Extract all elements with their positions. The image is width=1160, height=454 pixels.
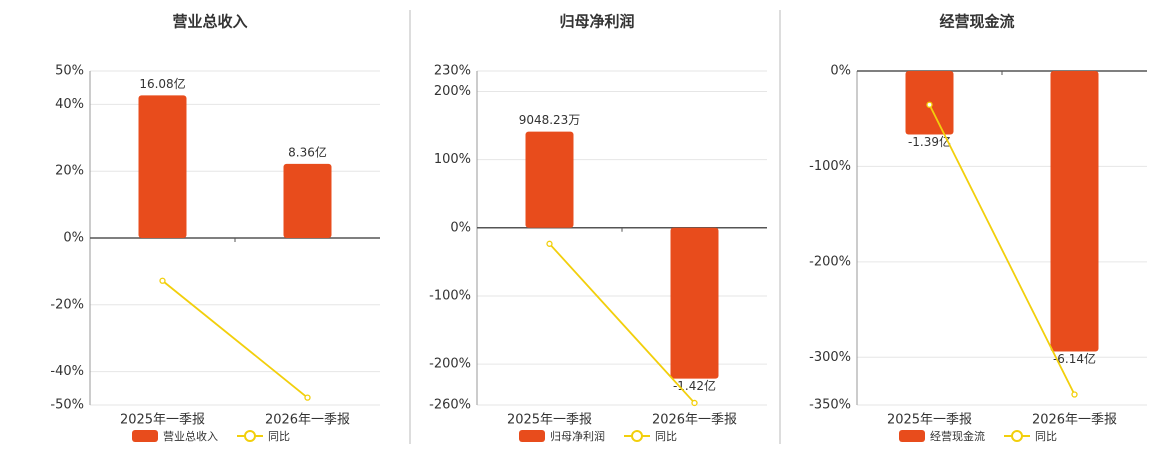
line [928, 104, 1076, 395]
legend-swatch [132, 430, 158, 442]
value-label: -1.39亿 [908, 134, 951, 149]
y-tick-label: 230% [434, 64, 471, 79]
legend-label: 归母净利润 [550, 429, 605, 443]
legend-point [1011, 430, 1023, 442]
y-tick-label: 20% [55, 164, 84, 179]
y-tick-label: -100% [429, 288, 471, 303]
legend-label: 营业总收入 [163, 429, 218, 443]
x-tick-label: 2025年一季报 [507, 413, 592, 428]
y-tick-label: 200% [434, 84, 471, 99]
y-tick-label: 50% [55, 64, 84, 79]
y-tick-label: -40% [50, 364, 84, 379]
value-label: 9048.23万 [519, 113, 581, 127]
y-tick-label: -200% [429, 357, 471, 372]
x-tick-label: 2026年一季报 [1032, 413, 1117, 428]
value-label: -6.14亿 [1053, 351, 1096, 366]
legend-label: 同比 [655, 430, 677, 443]
value-label: 16.08亿 [139, 76, 185, 91]
legend-label: 同比 [1035, 430, 1057, 443]
legend-swatch [899, 430, 925, 442]
y-tick-label: -200% [809, 254, 851, 269]
legend-point [631, 430, 643, 442]
x-tick-label: 2026年一季报 [652, 413, 737, 428]
y-tick-label: -100% [809, 159, 851, 174]
x-tick-label: 2025年一季报 [887, 413, 972, 428]
y-tick-label: 40% [55, 97, 84, 112]
point [159, 277, 166, 284]
legend-swatch [519, 430, 545, 442]
y-tick-label: 0% [450, 220, 471, 235]
y-tick-label: -300% [809, 350, 851, 365]
point [926, 101, 933, 108]
y-tick-label: 0% [830, 64, 851, 79]
bar [1050, 71, 1099, 352]
point [691, 399, 698, 407]
y-tick-label: 100% [434, 152, 471, 167]
bar [138, 95, 187, 238]
line [161, 280, 309, 399]
chart-title: 经营现金流 [939, 13, 1014, 31]
value-label: 8.36亿 [288, 144, 327, 159]
chart-title: 营业总收入 [172, 13, 247, 31]
y-tick-label: 0% [63, 231, 84, 246]
point [546, 240, 553, 247]
point [304, 394, 311, 401]
point [1071, 391, 1078, 398]
bar [670, 227, 719, 379]
y-tick-label: -20% [50, 297, 84, 312]
x-tick-label: 2025年一季报 [120, 413, 205, 428]
legend-point [244, 430, 256, 442]
x-tick-label: 2026年一季报 [265, 413, 350, 428]
legend-label: 同比 [268, 430, 290, 443]
bar [283, 163, 332, 238]
chart-title: 归母净利润 [559, 13, 634, 31]
bar [525, 131, 574, 228]
y-tick-label: -350% [809, 398, 851, 413]
legend-label: 经营现金流 [930, 429, 985, 443]
y-tick-label: -50% [50, 398, 84, 413]
value-label: -1.42亿 [673, 378, 716, 393]
line [548, 243, 696, 404]
y-tick-label: -260% [429, 398, 471, 413]
